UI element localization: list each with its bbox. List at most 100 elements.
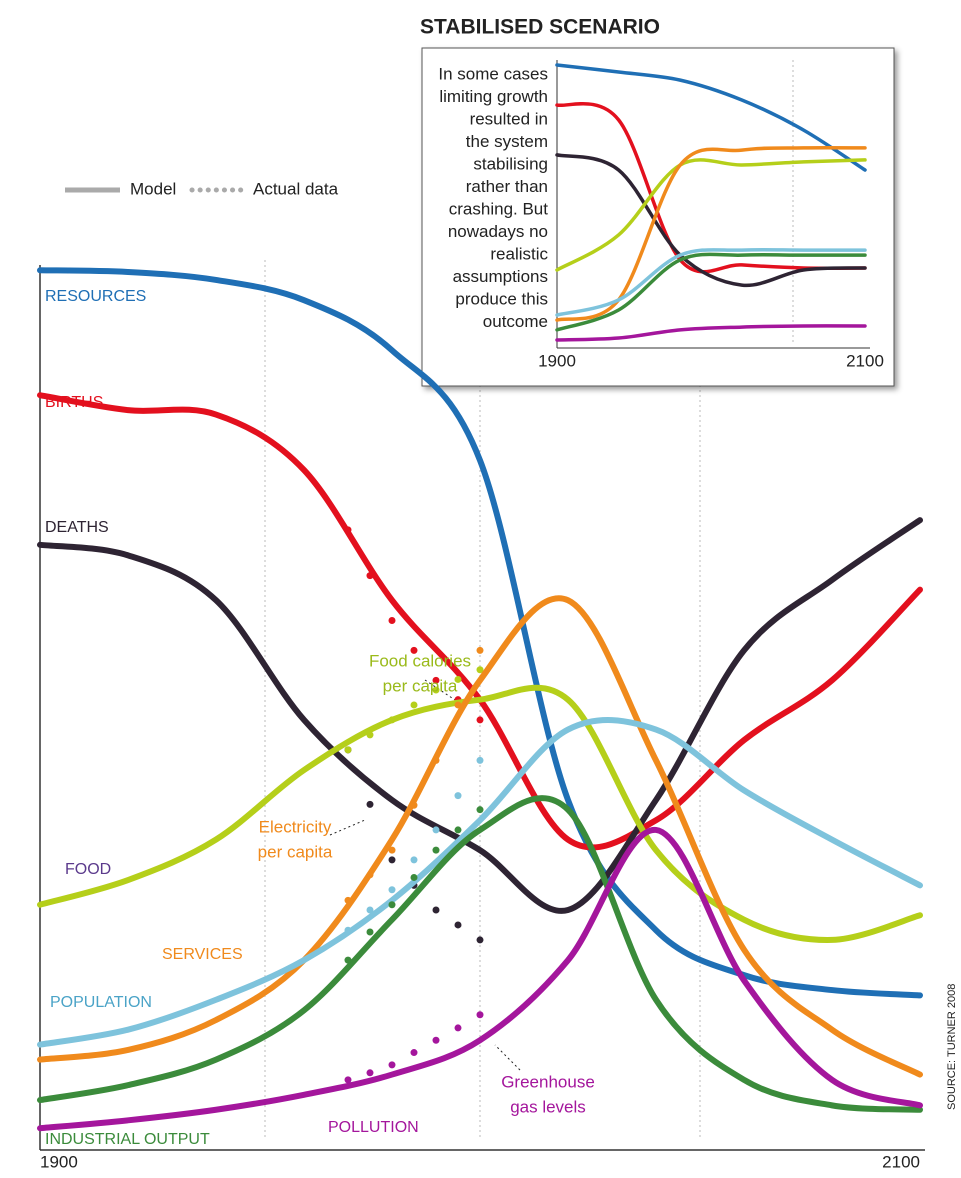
actual-dot xyxy=(454,701,462,709)
annotation: per capita xyxy=(258,842,333,861)
actual-dot xyxy=(410,801,418,809)
series-line xyxy=(555,252,867,332)
actual-dot xyxy=(476,756,484,764)
actual-dot xyxy=(388,856,396,864)
series-label: FOOD xyxy=(65,861,111,878)
leader xyxy=(424,679,456,701)
actual-dot xyxy=(388,716,396,724)
series-line xyxy=(37,392,923,851)
actual-dot xyxy=(388,616,396,624)
inset-text: stabilising xyxy=(473,154,548,173)
inset-text: limiting growth xyxy=(439,87,548,106)
inset-text: resulted in xyxy=(470,109,548,128)
series-line xyxy=(555,102,867,274)
actual-dot xyxy=(344,956,352,964)
actual-dot xyxy=(476,936,484,944)
inset-text: assumptions xyxy=(453,267,548,286)
legend-label: Actual data xyxy=(253,179,339,198)
leader xyxy=(494,1044,521,1071)
actual-dot xyxy=(410,646,418,654)
actual-dot xyxy=(388,901,396,909)
leader xyxy=(329,819,366,836)
actual-dot xyxy=(366,871,374,879)
inset-text: In some cases xyxy=(438,64,548,83)
series-line xyxy=(555,324,867,342)
actual-dot xyxy=(388,846,396,854)
series-line xyxy=(37,684,923,943)
legend-label: Model xyxy=(130,179,176,198)
actual-dot xyxy=(432,846,440,854)
inset-text: the system xyxy=(466,132,548,151)
actual-dot xyxy=(476,646,484,654)
actual-dot xyxy=(366,1069,374,1077)
series-line xyxy=(37,595,923,1078)
actual-dot xyxy=(344,746,352,754)
inset-text: crashing. But xyxy=(449,199,548,218)
series-label: RESOURCES xyxy=(45,288,146,305)
actual-dot xyxy=(476,1011,484,1019)
x-tick-label: 1900 xyxy=(40,1152,78,1171)
actual-dot xyxy=(344,1076,352,1084)
actual-dot xyxy=(388,886,396,894)
inset-text: produce this xyxy=(455,289,548,308)
actual-dot xyxy=(432,1036,440,1044)
series-line xyxy=(555,145,867,322)
actual-dot xyxy=(344,926,352,934)
actual-dot xyxy=(454,921,462,929)
series-label: DEATHS xyxy=(45,519,109,536)
actual-dot xyxy=(410,1049,418,1057)
inset-text: nowadays no xyxy=(448,222,548,241)
actual-dot xyxy=(432,906,440,914)
actual-dot xyxy=(454,792,462,800)
inset-title: STABILISED SCENARIO xyxy=(420,16,660,39)
actual-dot xyxy=(410,873,418,881)
series-line xyxy=(555,247,867,317)
series-label: INDUSTRIAL OUTPUT xyxy=(45,1131,210,1148)
series-line xyxy=(37,517,923,914)
series-line xyxy=(555,153,867,288)
series-line xyxy=(37,795,923,1113)
annotation: Electricity xyxy=(259,817,332,836)
annotation: Greenhouse xyxy=(501,1072,595,1091)
series-line xyxy=(37,826,923,1132)
series-label: POPULATION xyxy=(50,994,152,1011)
actual-dot xyxy=(432,756,440,764)
x-tick-label: 2100 xyxy=(882,1152,920,1171)
x-tick-label: 1900 xyxy=(538,351,576,370)
series-line xyxy=(37,267,923,999)
actual-dot xyxy=(366,800,374,808)
actual-dot xyxy=(454,826,462,834)
actual-dot xyxy=(476,666,484,674)
source: SOURCE: TURNER 2008 xyxy=(946,984,958,1110)
series-label: SERVICES xyxy=(162,946,243,963)
actual-dot xyxy=(366,928,374,936)
actual-dot xyxy=(476,716,484,724)
inset-text: rather than xyxy=(466,177,548,196)
actual-dot xyxy=(344,896,352,904)
actual-dot xyxy=(366,572,374,580)
actual-dot xyxy=(432,826,440,834)
series-line xyxy=(37,717,923,1048)
actual-dot xyxy=(344,526,352,534)
annotation: Food calories xyxy=(369,651,471,670)
inset-text: realistic xyxy=(490,244,548,263)
actual-dot xyxy=(410,701,418,709)
actual-dot xyxy=(366,731,374,739)
annotation: gas levels xyxy=(510,1097,586,1116)
actual-dot xyxy=(454,1024,462,1032)
x-tick-label: 2100 xyxy=(846,351,884,370)
actual-dot xyxy=(454,675,462,683)
actual-dot xyxy=(410,856,418,864)
series-label: POLLUTION xyxy=(328,1119,419,1136)
actual-dot xyxy=(388,1061,396,1069)
actual-dot xyxy=(432,676,440,684)
series-label: BIRTHS xyxy=(45,394,103,411)
actual-dot xyxy=(476,806,484,814)
actual-dot xyxy=(432,686,440,694)
inset-text: outcome xyxy=(483,312,548,331)
annotation: per capita xyxy=(383,676,458,695)
actual-dot xyxy=(366,906,374,914)
series-line xyxy=(555,158,867,272)
series-line xyxy=(555,63,867,172)
